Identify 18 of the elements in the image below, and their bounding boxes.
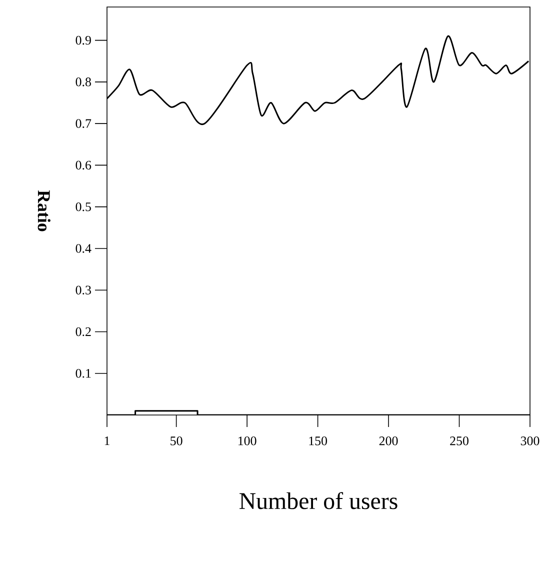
x-axis-title: Number of users <box>240 492 398 510</box>
y-tick-label: 0.3 <box>76 286 91 294</box>
y-tick-label: 0.4 <box>76 244 92 253</box>
x-tick-label: 300 <box>520 436 540 446</box>
y-tick-label: 0.1 <box>76 368 91 378</box>
y-tick-label: 0.8 <box>76 78 91 86</box>
x-tick-label: 200 <box>379 436 398 446</box>
y-tick-label: 0.2 <box>76 327 91 336</box>
x-tick-label: 250 <box>450 436 468 446</box>
y-tick-label: 0.7 <box>76 119 92 128</box>
y-axis-title: Ratio <box>38 190 50 232</box>
x-tick-label: 1 <box>104 436 110 446</box>
x-tick-label: 150 <box>309 436 328 446</box>
y-tick-label: 0.5 <box>76 202 91 212</box>
x-tick-label: 100 <box>238 436 256 446</box>
y-tick-label: 0.9 <box>76 36 91 45</box>
y-tick-label: 0.6 <box>76 160 92 170</box>
x-tick-label: 50 <box>170 436 182 446</box>
